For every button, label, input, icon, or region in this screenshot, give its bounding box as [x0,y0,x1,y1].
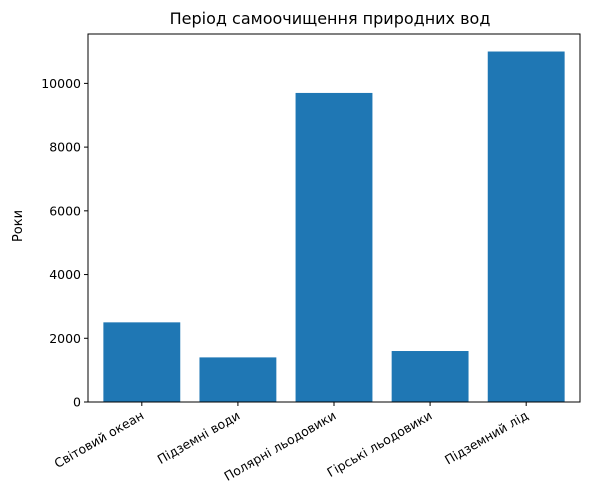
bar [103,322,181,402]
y-tick-label: 0 [73,395,81,410]
bar [391,351,469,402]
y-tick-label: 4000 [49,267,81,282]
y-tick-label: 2000 [49,331,81,346]
y-tick-label: 8000 [49,140,81,155]
chart-title: Період самоочищення природних вод [170,9,491,28]
y-tick-label: 10000 [41,76,81,91]
bar [199,357,277,402]
y-axis-label: Роки [11,210,26,242]
y-tick-label: 6000 [49,203,81,218]
bar [295,92,373,402]
bar [487,51,565,403]
plot-frame [87,33,581,403]
